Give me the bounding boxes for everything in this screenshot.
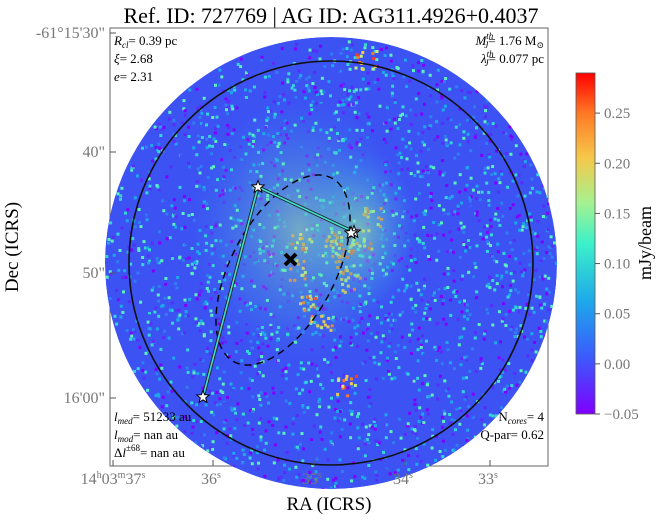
annotation-e: e= 2.31 <box>114 69 153 84</box>
core-star-marker <box>250 179 266 194</box>
x-tick-label: 33s <box>478 470 498 488</box>
annotation-xi: ξ= 2.68 <box>114 51 153 66</box>
y-axis: -61°15'30" 40" 50" 16'00" Dec (ICRS) <box>2 25 116 407</box>
colorbar: 0.25 0.20 0.15 0.10 0.05 0.00 −0.05 mJy/beam <box>575 72 655 423</box>
y-tick-label: 40" <box>82 144 105 161</box>
colorbar-tick-label: 0.15 <box>604 206 630 222</box>
intensity-map <box>105 37 557 489</box>
chart-title: Ref. ID: 727769 | AG ID: AG311.4926+0.40… <box>123 3 538 28</box>
annotation-qpar: Q-par= 0.62 <box>480 427 544 442</box>
colorbar-tick-label: 0.10 <box>604 257 630 273</box>
colorbar-tick-label: 0.25 <box>604 106 630 122</box>
annotation-lambda: λth J= 0.077 pc <box>480 49 544 68</box>
core-markers <box>195 179 362 404</box>
core-star-marker <box>343 225 359 240</box>
colorbar-tick-label: −0.05 <box>604 407 639 423</box>
core-connections <box>201 185 355 398</box>
x-tick-label: 36s <box>201 470 221 488</box>
core-star-marker <box>195 389 211 404</box>
x-tick-label: 35s <box>302 470 322 488</box>
x-tick-label: 14h03m37s <box>81 470 146 488</box>
annotation-dl: Δl±68= nan au <box>114 443 185 460</box>
colorbar-gradient <box>575 72 596 415</box>
y-tick-label: -61°15'30" <box>36 25 105 42</box>
annotation-lmed: lmed= 51233 au <box>114 409 192 426</box>
colorbar-tick-label: 0.00 <box>604 357 630 373</box>
aperture-circle <box>128 60 534 466</box>
annotation-mj: Mth J= 1.76 M⊙ <box>474 31 544 50</box>
colorbar-tick-label: 0.05 <box>604 307 630 323</box>
fitted-ellipse <box>215 174 351 366</box>
x-tick-label: 34s <box>393 470 413 488</box>
annotation-rcl: Rcl= 0.39 pc <box>113 33 178 50</box>
colorbar-tick-label: 0.20 <box>604 156 630 172</box>
colorbar-label: mJy/beam <box>635 206 655 280</box>
y-tick-label: 50" <box>82 265 105 282</box>
centroid-marker <box>283 252 298 267</box>
annotation-ncores: Ncores= 4 <box>498 409 544 426</box>
x-axis-label: RA (ICRS) <box>287 494 372 515</box>
annotations: Rcl= 0.39 pc ξ= 2.68 e= 2.31 Mth J= 1.76 … <box>113 31 544 460</box>
annotation-lmod: lmod= nan au <box>114 427 178 444</box>
y-tick-label: 16'00" <box>64 390 105 407</box>
x-axis: 14h03m37s 36s 35s 34s 33s RA (ICRS) <box>81 460 498 515</box>
y-axis-label: Dec (ICRS) <box>2 202 23 292</box>
